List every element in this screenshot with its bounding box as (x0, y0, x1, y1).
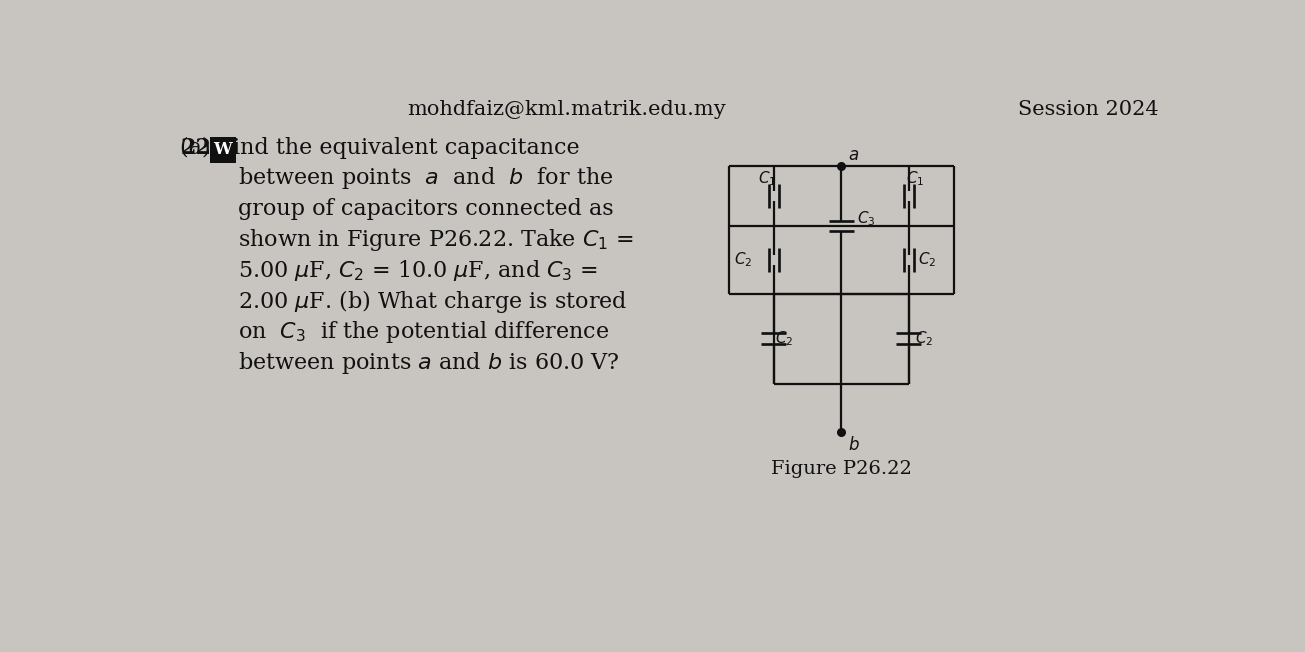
Text: $C_2$: $C_2$ (733, 250, 752, 269)
Text: between points $a$ and $b$ is 60.0 V?: between points $a$ and $b$ is 60.0 V? (239, 350, 620, 376)
Text: $C_2$: $C_2$ (775, 329, 793, 348)
Text: $b$: $b$ (848, 436, 860, 454)
Bar (210, 137, 236, 163)
Text: 5.00 $\mu$F, $C_2$ = 10.0 $\mu$F, and $C_3$ =: 5.00 $\mu$F, $C_2$ = 10.0 $\mu$F, and $C… (239, 258, 598, 283)
Text: $C_1$: $C_1$ (906, 170, 924, 188)
Text: $C_1$: $C_1$ (758, 170, 776, 188)
Text: (a) Find the equivalent capacitance: (a) Find the equivalent capacitance (180, 136, 579, 158)
Text: $C_3$: $C_3$ (857, 209, 876, 228)
Text: mohdfaiz@kml.matrik.edu.my: mohdfaiz@kml.matrik.edu.my (407, 100, 726, 119)
Text: shown in Figure P26.22. Take $C_1$ =: shown in Figure P26.22. Take $C_1$ = (239, 227, 634, 253)
Text: 2.00 $\mu$F. (b) What charge is stored: 2.00 $\mu$F. (b) What charge is stored (239, 288, 628, 315)
Text: W: W (214, 141, 232, 158)
Text: on  $C_3$  if the potential difference: on $C_3$ if the potential difference (239, 319, 609, 346)
Text: $C_2$: $C_2$ (917, 250, 936, 269)
Text: 22.: 22. (180, 136, 219, 158)
Text: Session 2024: Session 2024 (1018, 100, 1159, 119)
Text: between points  $a$  and  $b$  for the: between points $a$ and $b$ for the (239, 166, 613, 191)
Text: $C_2$: $C_2$ (915, 329, 933, 348)
Text: Figure P26.22: Figure P26.22 (771, 460, 912, 478)
Text: $a$: $a$ (848, 147, 859, 164)
Text: group of capacitors connected as: group of capacitors connected as (239, 198, 613, 220)
